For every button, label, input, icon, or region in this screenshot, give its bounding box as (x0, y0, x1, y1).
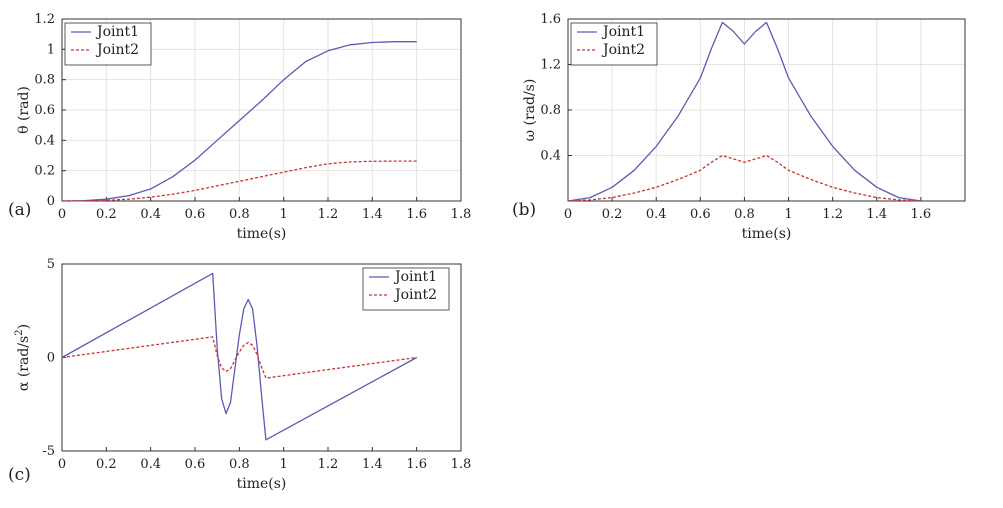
x-tick-label: 1.2 (318, 207, 339, 222)
y-tick-label: 0.4 (34, 133, 55, 148)
y-tick-label: 0.8 (540, 103, 561, 118)
panel-label-c: (c) (8, 465, 31, 485)
panel-label-b: (b) (512, 200, 536, 220)
x-tick-label: 1.6 (911, 207, 932, 222)
x-tick-label: 0 (564, 207, 572, 222)
y-tick-label: 5 (47, 257, 55, 272)
series-line-joint1 (61, 41, 417, 202)
x-tick-label: 0.8 (229, 457, 250, 472)
x-tick-label: 0.6 (690, 207, 711, 222)
y-tick-label: 0 (47, 351, 55, 366)
x-tick-label: 0.6 (185, 457, 206, 472)
panel-a-theta: (a) 0 0.2 0.4 0.6 0.8 1 1.2 1.4 1.6 1.8 0 0.2 0.4 0.6… (8, 12, 471, 242)
x-tick-label: 0.6 (185, 207, 206, 222)
x-tick-label: 1.4 (362, 207, 383, 222)
x-tick-label: 1 (280, 207, 288, 222)
y-tick-label: 0.6 (34, 103, 55, 118)
x-tick-label: 1.8 (451, 207, 472, 222)
x-tick-label: 1.2 (318, 457, 339, 472)
x-axis-label: time(s) (237, 476, 287, 492)
series-line-joint2 (567, 154, 921, 202)
legend-label-joint2: Joint2 (95, 42, 139, 58)
x-tick-label: 0.2 (96, 457, 117, 472)
x-tick-label: 0.2 (602, 207, 623, 222)
legend-label-joint1: Joint1 (601, 24, 645, 40)
panel-c-alpha: (c) 0 0.2 0.4 0.6 0.8 1 1.2 1.4 1.6 1.8-505time(s… (8, 257, 471, 492)
x-axis-label: time(s) (237, 226, 287, 242)
legend-label-joint1: Joint1 (95, 24, 139, 40)
series-line-joint2 (61, 336, 417, 379)
x-tick-label: 0.4 (140, 457, 161, 472)
y-tick-label: -5 (42, 444, 55, 459)
x-tick-label: 1 (280, 457, 288, 472)
panel-b-omega: (b) 0 0.2 0.4 0.6 0.8 1 1.2 1.4 1.6 0.4 0.8 1.2 1.6 t… (512, 12, 966, 242)
legend-label-joint2: Joint2 (601, 42, 645, 58)
y-tick-label: 0.8 (34, 73, 55, 88)
series-line-joint1 (61, 272, 418, 441)
x-tick-label: 1.6 (406, 457, 427, 472)
legend-label-joint2: Joint2 (393, 287, 437, 303)
x-tick-label: 1.2 (822, 207, 843, 222)
x-tick-label: 1.4 (866, 207, 887, 222)
series-line-joint1 (567, 21, 921, 202)
x-tick-label: 1 (784, 207, 792, 222)
x-tick-label: 0 (58, 457, 66, 472)
x-tick-label: 0.8 (229, 207, 250, 222)
legend-box (64, 22, 152, 66)
y-tick-label: 0 (47, 194, 55, 209)
y-tick-label: 1.2 (540, 58, 561, 73)
y-axis-label: α (rad/s2) (14, 324, 32, 391)
y-tick-label: 0.4 (540, 149, 561, 164)
x-tick-label: 1.4 (362, 457, 383, 472)
y-tick-label: 1.6 (540, 12, 561, 27)
x-tick-label: 0.8 (734, 207, 755, 222)
x-tick-label: 1.6 (406, 207, 427, 222)
x-tick-label: 0.4 (140, 207, 161, 222)
y-axis-label: θ (rad) (16, 86, 32, 134)
x-tick-label: 0.2 (96, 207, 117, 222)
y-tick-label: 1.2 (34, 12, 55, 27)
legend-box (570, 22, 658, 66)
y-axis-label: ω (rad/s) (522, 79, 538, 142)
x-tick-label: 0.4 (646, 207, 667, 222)
panel-label-a: (a) (8, 200, 31, 220)
x-tick-label: 0 (58, 207, 66, 222)
y-tick-label: 0.2 (34, 164, 55, 179)
x-tick-label: 1.8 (451, 457, 472, 472)
y-tick-label: 1 (47, 42, 55, 57)
legend-label-joint1: Joint1 (393, 269, 437, 285)
x-axis-label: time(s) (742, 226, 792, 242)
legend-box (362, 267, 450, 311)
